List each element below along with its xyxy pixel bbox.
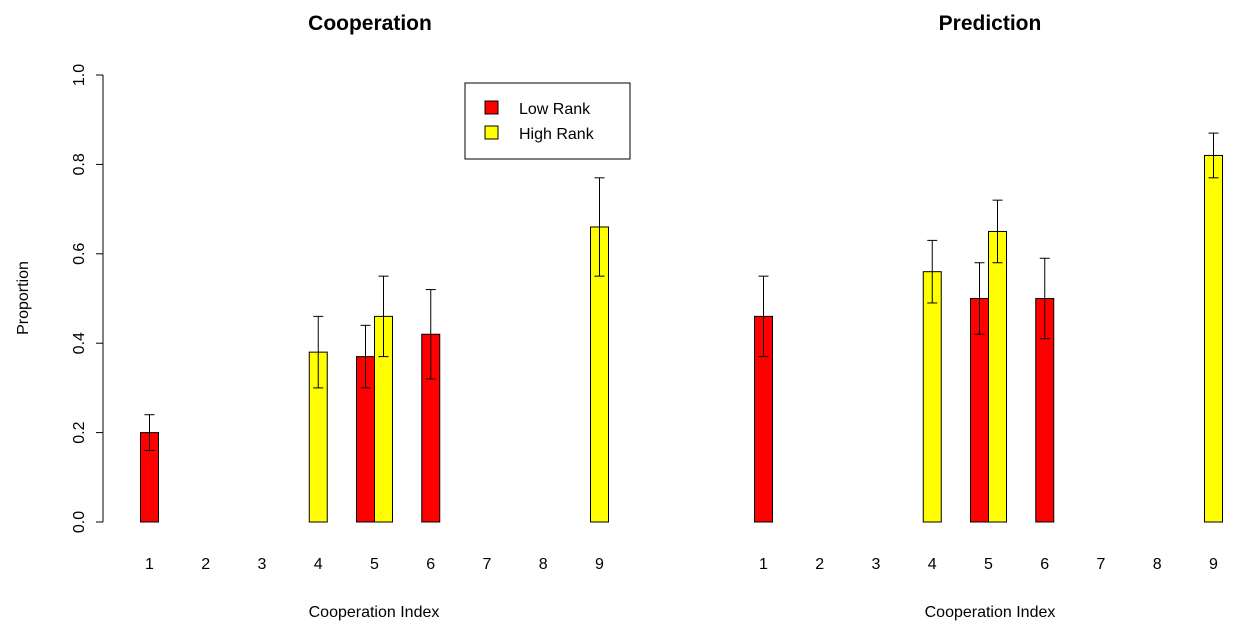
x-tick-label-1: 1 [145, 556, 154, 573]
y-tick-label: 0.2 [71, 421, 88, 443]
cooperation-bars [140, 177, 609, 523]
legend-box [464, 82, 631, 160]
legend-swatch-high-rank [484, 125, 499, 140]
x-tick-label-6: 6 [426, 556, 435, 573]
x-tick-label-7: 7 [1097, 556, 1106, 573]
x-tick-label-1: 1 [759, 556, 768, 573]
legend: Low Rank High Rank [464, 82, 631, 160]
x-tick-label-9: 9 [1209, 556, 1218, 573]
y-tick-label: 0.6 [71, 243, 88, 265]
x-tick-label-8: 8 [539, 556, 548, 573]
legend-label-low-rank: Low Rank [519, 101, 591, 118]
prediction-x-tick-labels: 1 2 3 4 5 6 7 8 9 [759, 556, 1218, 573]
cooperation-title: Cooperation [308, 12, 432, 35]
x-tick-label-2: 2 [815, 556, 824, 573]
x-tick-label-5: 5 [984, 556, 993, 573]
legend-swatch-low-rank [484, 100, 499, 115]
x-tick-label-6: 6 [1040, 556, 1049, 573]
cooperation-x-tick-labels: 1 2 3 4 5 6 7 8 9 [145, 556, 604, 573]
x-tick-label-9: 9 [595, 556, 604, 573]
y-tick-label: 0.4 [71, 332, 88, 354]
cooperation-y-axis: 0.0 0.2 0.4 0.6 0.8 1.0 [71, 64, 104, 533]
x-tick-label-5: 5 [370, 556, 379, 573]
prediction-panel: Prediction Cooperation Index 1 2 3 4 5 6 7 8 9 [754, 12, 1223, 621]
y-tick-label: 0.8 [71, 153, 88, 175]
x-tick-label-4: 4 [928, 556, 937, 573]
cooperation-x-axis-label: Cooperation Index [309, 604, 440, 621]
legend-label-high-rank: High Rank [519, 126, 595, 143]
y-tick-label: 1.0 [71, 64, 88, 86]
x-tick-label-7: 7 [483, 556, 492, 573]
bar-high-rank-5 [988, 230, 1007, 523]
cooperation-panel: Cooperation Proportion Cooperation Index… [15, 12, 631, 621]
x-tick-label-3: 3 [872, 556, 881, 573]
cooperation-y-axis-label: Proportion [15, 261, 32, 335]
x-tick-label-4: 4 [314, 556, 323, 573]
x-tick-label-3: 3 [258, 556, 267, 573]
prediction-title: Prediction [939, 12, 1042, 35]
bar-high-rank-4 [922, 271, 942, 523]
bar-high-rank-9 [1204, 154, 1223, 523]
y-tick-label: 0.0 [71, 511, 88, 533]
prediction-bars [754, 132, 1223, 523]
x-tick-label-8: 8 [1153, 556, 1162, 573]
x-tick-label-2: 2 [201, 556, 210, 573]
prediction-x-axis-label: Cooperation Index [925, 604, 1056, 621]
